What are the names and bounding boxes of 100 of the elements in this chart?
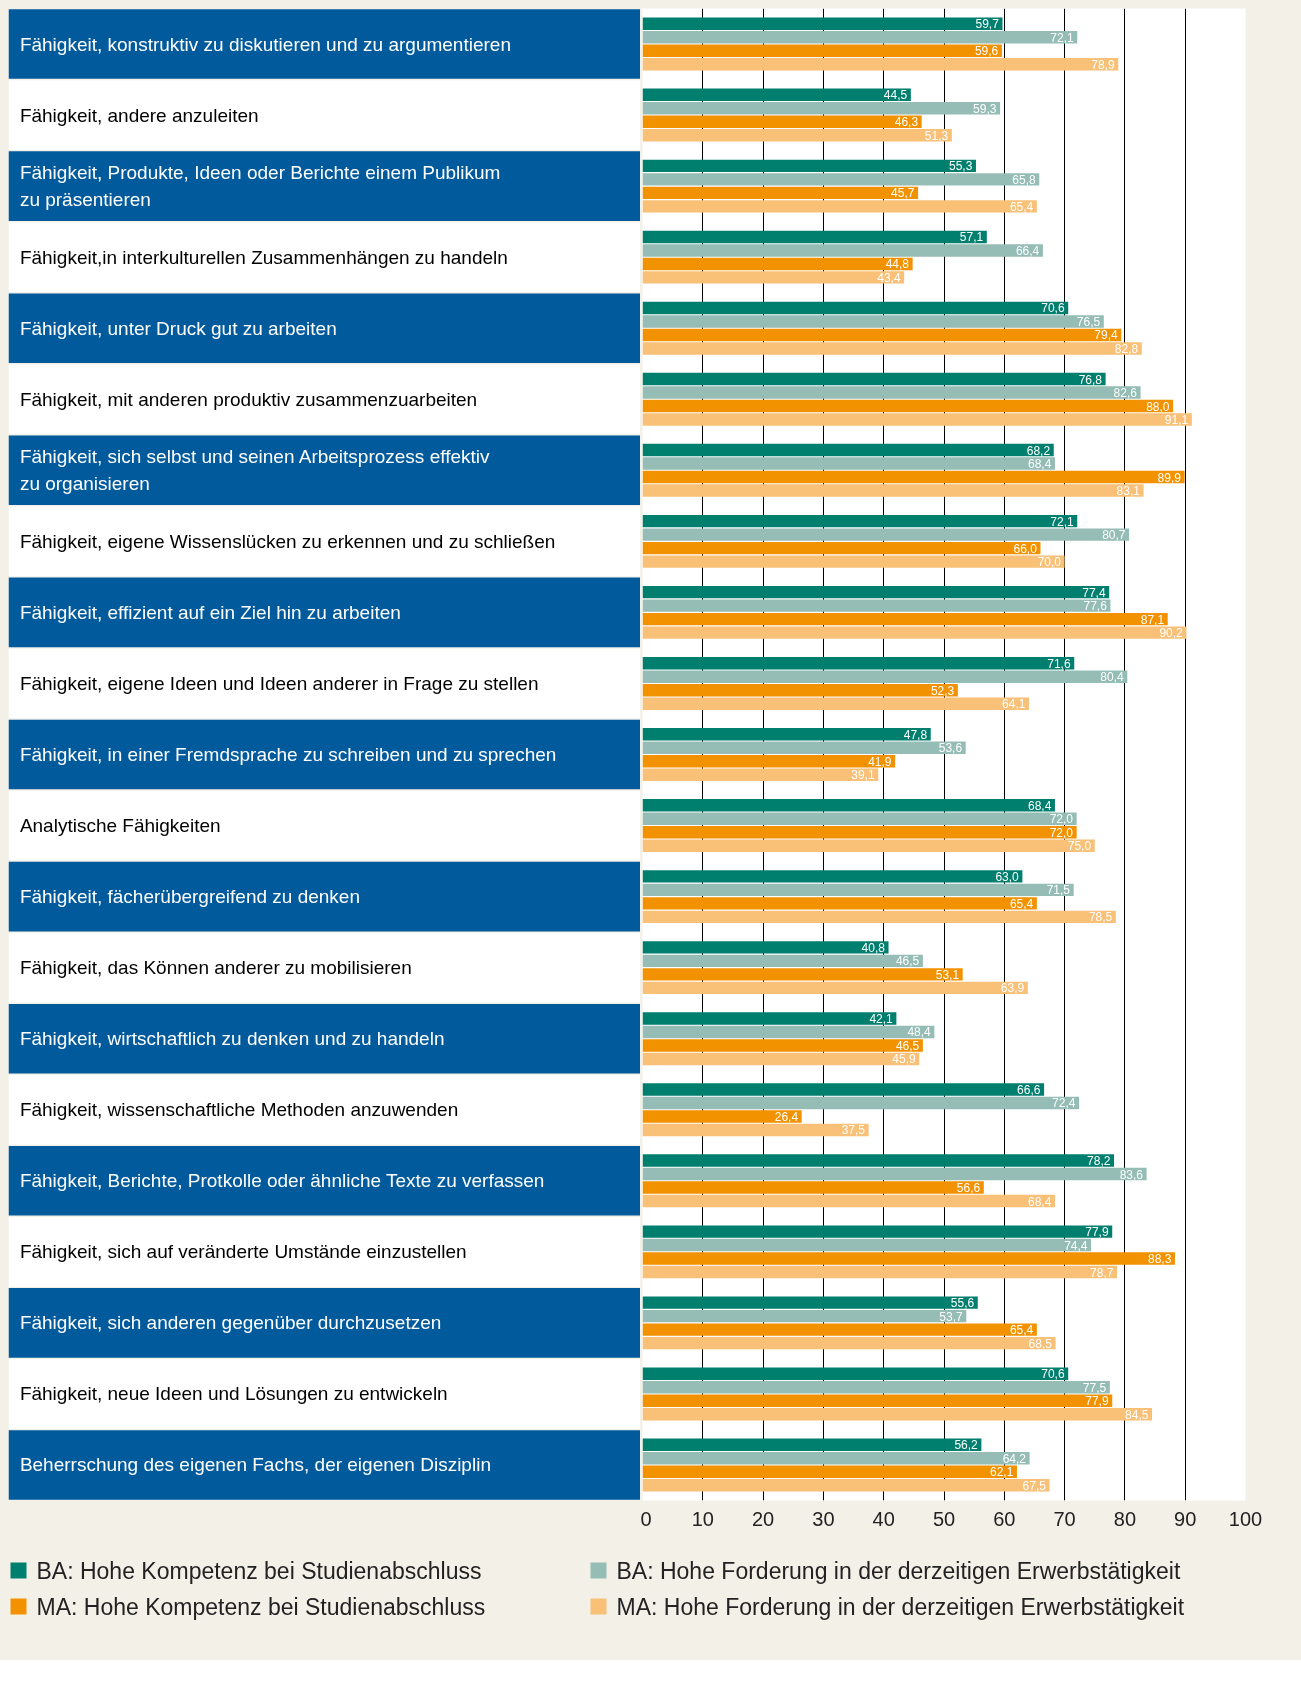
y-tick-label: Fähigkeit,in interkulturellen Zusammenhängen zu handeln	[19, 246, 508, 268]
bar	[642, 159, 976, 173]
bar	[642, 301, 1069, 315]
y-tick-label: Fähigkeit, eigene Wissenslücken zu erkennen und zu schließen	[19, 530, 556, 552]
bar	[642, 1012, 897, 1025]
data-label: 72,0	[1049, 812, 1074, 827]
bar	[642, 399, 1174, 413]
bar	[642, 129, 952, 142]
y-tick-label: Fähigkeit, Produkte, Ideen oder Berichte einem Publikum zu präsentieren	[19, 161, 501, 211]
data-label: 26,4	[774, 1109, 799, 1124]
bar	[642, 897, 1037, 910]
data-label: 78,5	[1088, 910, 1113, 925]
data-label: 56,6	[956, 1181, 981, 1196]
data-label: 65,4	[1009, 896, 1034, 911]
bar	[642, 315, 1104, 328]
bar	[642, 88, 911, 102]
data-label: 46,5	[895, 1038, 920, 1053]
bar	[642, 981, 1028, 995]
data-label: 78,7	[1090, 1265, 1114, 1280]
bar	[642, 626, 1187, 639]
y-tick-label: Fähigkeit, sich auf veränderte Umstände einzustellen	[19, 1241, 467, 1263]
bar	[642, 257, 913, 271]
y-tick-label: Fähigkeit, konstruktiv zu diskutieren und zu argumentieren	[19, 33, 511, 55]
bar	[642, 1123, 869, 1137]
data-label: 59,7	[975, 17, 1000, 32]
x-tick-label: 90	[1174, 1507, 1197, 1530]
bar	[642, 1438, 982, 1451]
data-label: 70,0	[1037, 555, 1062, 570]
y-tick-label: Fähigkeit, fächerübergreifend zu denken	[19, 886, 360, 908]
bar	[642, 443, 1054, 457]
y-tick-label: Fähigkeit, unter Druck gut zu arbeiten	[19, 317, 337, 339]
bar	[642, 44, 1002, 57]
bar	[642, 1367, 1069, 1380]
bar	[642, 528, 1130, 541]
data-label: 77,9	[1085, 1225, 1109, 1240]
bar	[642, 1154, 1115, 1167]
bar	[642, 1238, 1092, 1252]
bar	[642, 514, 1078, 528]
bar	[642, 555, 1065, 568]
bar	[642, 1110, 802, 1123]
data-label: 52,3	[930, 683, 955, 698]
bar	[642, 17, 1003, 30]
data-label: 82,6	[1113, 386, 1138, 401]
bar	[642, 1052, 920, 1066]
data-label: 53,7	[939, 1309, 964, 1324]
bar	[642, 954, 923, 968]
bar	[642, 599, 1111, 612]
data-label: 88,0	[1146, 399, 1170, 414]
data-label: 71,5	[1046, 883, 1071, 898]
data-label: 83,6	[1119, 1167, 1144, 1182]
data-label: 48,4	[907, 1025, 932, 1040]
bar	[642, 58, 1119, 71]
data-label: 47,8	[903, 727, 928, 742]
bar	[642, 697, 1030, 710]
data-label: 72,1	[1050, 514, 1074, 529]
legend-label: BA: Hohe Forderung in der derzeitigen Erwerbstätigkeit	[616, 1557, 1181, 1584]
bar	[642, 741, 966, 754]
data-label: 65,4	[1009, 1323, 1034, 1338]
data-label: 77,6	[1083, 599, 1108, 614]
data-label: 78,9	[1091, 57, 1115, 72]
bar	[642, 386, 1141, 399]
bar	[642, 230, 987, 244]
bar	[642, 31, 1078, 44]
data-label: 43,4	[877, 270, 901, 285]
data-label: 72,0	[1049, 825, 1074, 840]
data-label: 39,1	[851, 768, 875, 783]
x-tick-label: 30	[812, 1507, 835, 1530]
data-label: 79,4	[1094, 328, 1118, 343]
x-tick-label: 40	[872, 1507, 895, 1530]
bar	[642, 1394, 1113, 1407]
bar	[642, 683, 958, 697]
bar	[642, 1194, 1055, 1208]
data-label: 53,6	[938, 741, 963, 756]
bar	[642, 372, 1106, 386]
data-label: 51,3	[924, 128, 949, 143]
bar	[642, 755, 896, 768]
data-label: 42,1	[869, 1011, 894, 1026]
data-label: 70,6	[1041, 301, 1065, 316]
data-label: 78,2	[1087, 1154, 1111, 1169]
data-label: 59,6	[974, 44, 999, 59]
data-label: 68,4	[1027, 1194, 1052, 1209]
bar	[642, 541, 1041, 555]
x-tick-label: 0	[640, 1507, 652, 1530]
bar	[642, 173, 1040, 186]
data-label: 70,6	[1041, 1367, 1065, 1382]
bar	[642, 1465, 1017, 1478]
data-label: 83,1	[1116, 484, 1141, 499]
data-label: 76,8	[1078, 372, 1103, 387]
bar	[642, 1181, 984, 1194]
data-label: 59,3	[973, 101, 997, 116]
bar	[642, 484, 1144, 497]
bar	[642, 1252, 1175, 1265]
data-label: 77,4	[1082, 585, 1106, 600]
data-label: 90,2	[1159, 626, 1184, 641]
data-label: 46,5	[895, 954, 920, 969]
bar	[642, 728, 931, 741]
bar	[642, 271, 905, 284]
data-label: 41,9	[868, 754, 892, 769]
data-label: 66,6	[1017, 1082, 1041, 1097]
bar	[642, 200, 1037, 213]
